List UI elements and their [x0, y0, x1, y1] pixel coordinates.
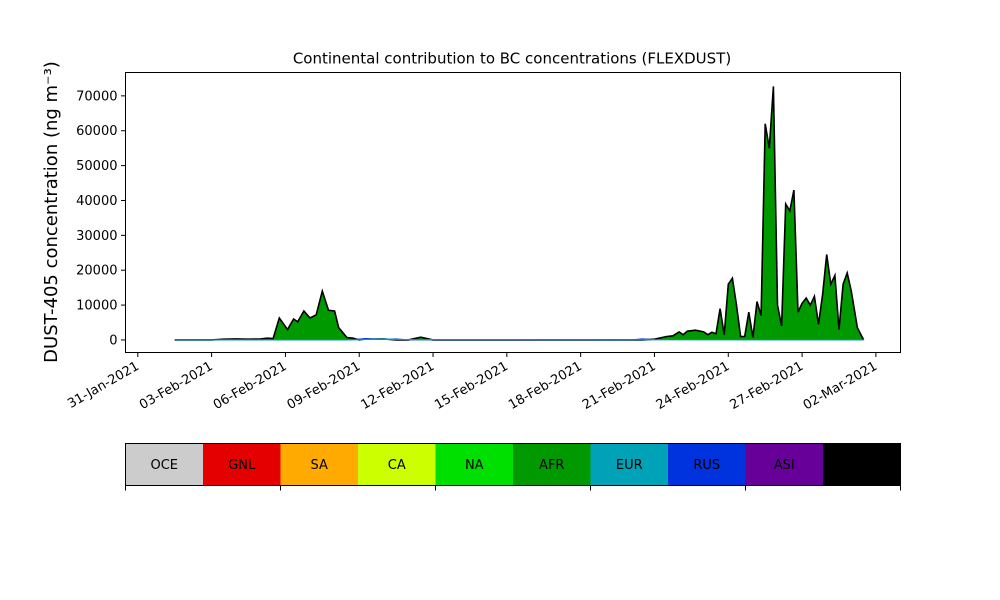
- x-tick-label: 03-Feb-2021: [137, 359, 216, 413]
- legend-label-gnl: GNL: [228, 458, 256, 473]
- x-tick-label: 31-Jan-2021: [65, 359, 142, 412]
- legend-label-ca: CA: [388, 458, 406, 473]
- plot-frame: [125, 72, 901, 353]
- legend-swatch-eur: [590, 443, 669, 486]
- legend-swatch-afr: [513, 443, 591, 486]
- x-tick-label: 02-Mar-2021: [801, 359, 880, 413]
- x-tick-label: 18-Feb-2021: [506, 359, 585, 413]
- x-tick-label: 06-Feb-2021: [211, 359, 290, 413]
- legend-label-asi: ASI: [774, 458, 795, 473]
- legend-label-aus: AUS: [848, 458, 875, 473]
- legend-swatch-aus: [823, 443, 901, 486]
- y-tick-label: 70000: [76, 89, 117, 104]
- area-afr: [174, 86, 864, 340]
- legend-swatch-rus: [668, 443, 746, 486]
- y-tick-label: 30000: [76, 229, 117, 244]
- area-layer: [174, 86, 865, 341]
- x-tick-label: 21-Feb-2021: [580, 359, 659, 413]
- series-line-eur: [174, 338, 864, 341]
- legend-label-na: NA: [465, 458, 484, 473]
- legend-label-eur: EUR: [616, 458, 643, 473]
- plot-area: 0 10000 20000 30000 40000 50000 60000 70000 31-…: [65, 72, 901, 413]
- x-tick-label: 27-Feb-2021: [728, 359, 807, 413]
- chart-title: Continental contribution to BC concentra…: [293, 50, 731, 68]
- y-tick-label: 60000: [76, 124, 117, 139]
- y-tick-label: 0: [109, 333, 117, 348]
- legend-swatch-sa: [280, 443, 359, 486]
- y-tick-label: 10000: [76, 299, 117, 314]
- legend-swatch-na: [435, 443, 514, 486]
- y-tick-label: 20000: [76, 264, 117, 279]
- legend-swatch-ca: [358, 443, 436, 486]
- x-axis: 31-Jan-202103-Feb-202106-Feb-202109-Feb-…: [65, 352, 880, 413]
- legend-swatch-asi: [745, 443, 824, 486]
- y-tick-label: 50000: [76, 159, 117, 174]
- y-axis-label: DUST-405 concentration (ng m⁻³): [41, 61, 62, 363]
- legend-label-rus: RUS: [693, 458, 720, 473]
- legend-swatch-gnl: [203, 443, 281, 486]
- x-tick-label: 12-Feb-2021: [358, 359, 437, 413]
- x-tick-label: 15-Feb-2021: [432, 359, 511, 413]
- legend-label-oce: OCE: [150, 458, 178, 473]
- legend-colorbar: OCE GNL SA CA NA AFR EUR RUS ASI AUS: [125, 443, 901, 491]
- legend-label-afr: AFR: [539, 458, 564, 473]
- legend-swatch-oce: [125, 443, 204, 486]
- series-line-afr: [174, 86, 865, 341]
- legend-label-sa: SA: [311, 458, 328, 473]
- y-axis: 0 10000 20000 30000 40000 50000 60000 70000: [76, 89, 126, 348]
- x-tick-label: 09-Feb-2021: [285, 359, 364, 413]
- colorbar-frame: [125, 443, 901, 486]
- x-tick-label: 24-Feb-2021: [654, 359, 733, 413]
- y-tick-label: 40000: [76, 194, 117, 209]
